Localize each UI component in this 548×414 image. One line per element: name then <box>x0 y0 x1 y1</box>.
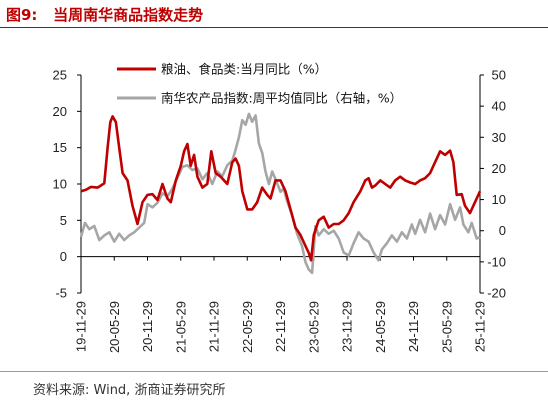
left-tick-label: -5 <box>55 286 67 301</box>
x-tick-label: 19-11-29 <box>74 301 89 352</box>
legend-label-food: 粮油、食品类:当月同比（%） <box>161 62 327 77</box>
source-note: 资料来源: Wind, 浙商证券研究所 <box>33 383 226 398</box>
right-tick-label: 40 <box>492 99 506 114</box>
left-tick-label: 10 <box>53 177 67 192</box>
legend: 粮油、食品类:当月同比（%） 南华农产品指数:周平均值同比（右轴，%） <box>117 62 402 106</box>
x-tick-label: 24-05-29 <box>373 301 388 353</box>
x-tick-label: 21-11-29 <box>207 301 222 352</box>
x-tick-label: 25-11-29 <box>473 301 488 352</box>
right-tick-label: 20 <box>492 161 506 176</box>
series-line-nanhua-agri <box>79 112 481 275</box>
x-tick-label: 24-11-29 <box>406 301 421 352</box>
x-tick-label: 22-11-29 <box>273 301 288 352</box>
series-layer <box>79 112 482 275</box>
figure-label: 图9: <box>6 6 38 24</box>
figure-title-text: 当周南华商品指数走势 <box>53 6 204 24</box>
x-tick-label: 25-05-29 <box>439 301 454 353</box>
right-tick-label: 10 <box>492 192 506 207</box>
right-tick-label: -20 <box>487 286 506 301</box>
right-tick-label: 0 <box>499 223 506 238</box>
x-tick-label: 22-05-29 <box>240 301 255 353</box>
series-line-food <box>80 115 482 262</box>
right-tick-label: -10 <box>487 254 506 269</box>
legend-label-nanhua-agri: 南华农产品指数:周平均值同比（右轴，%） <box>161 91 402 106</box>
source-rule <box>0 371 548 372</box>
x-tick-label: 23-11-29 <box>340 301 355 352</box>
chart: -5 0 5 10 15 20 25 -20 -10 0 10 20 30 40 50 19-11-29 20-… <box>53 62 506 354</box>
left-tick-label: 0 <box>60 249 67 264</box>
title-rule <box>0 27 548 28</box>
x-tick-label: 23-05-29 <box>306 301 321 353</box>
x-tick-label: 20-11-29 <box>140 301 155 352</box>
right-tick-label: 50 <box>492 68 506 83</box>
axes-layer: -5 0 5 10 15 20 25 -20 -10 0 10 20 30 40 50 19-11-29 20-… <box>53 68 506 354</box>
left-tick-label: 25 <box>53 68 67 83</box>
left-tick-label: 5 <box>60 213 67 228</box>
right-tick-label: 30 <box>492 130 506 145</box>
left-tick-label: 20 <box>53 104 67 119</box>
x-tick-label: 20-05-29 <box>107 301 122 353</box>
figure-title: 图9: 当周南华商品指数走势 <box>6 4 203 25</box>
x-tick-label: 21-05-29 <box>173 301 188 353</box>
left-tick-label: 15 <box>53 140 67 155</box>
